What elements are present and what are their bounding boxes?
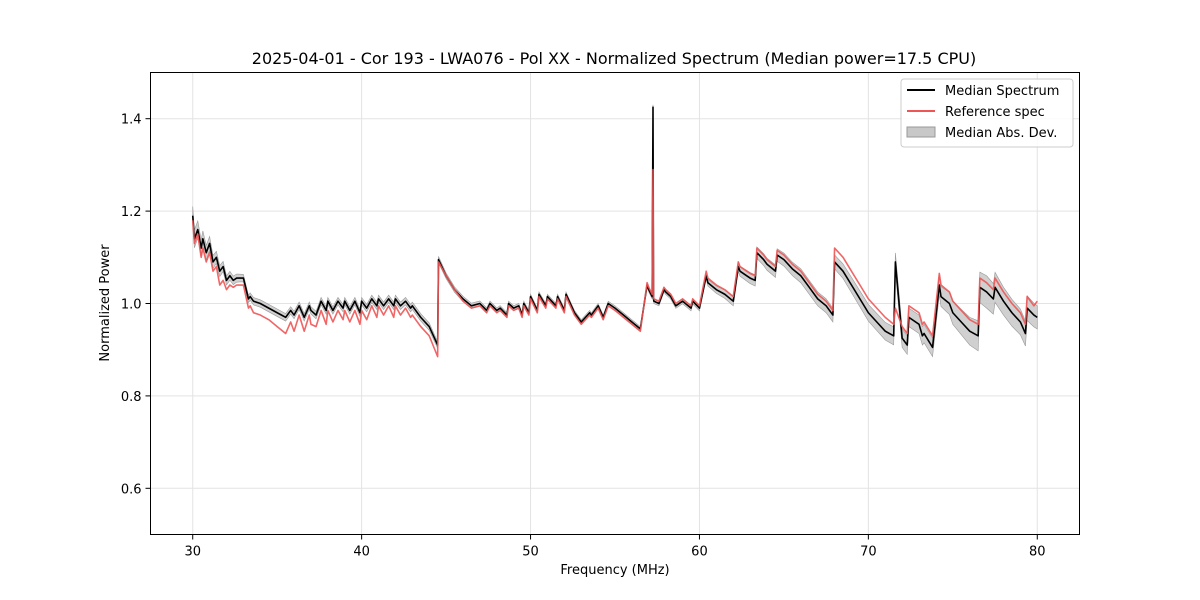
y-tick-label: 1.0 [121, 298, 142, 313]
x-tick-label: 80 [1029, 545, 1046, 560]
x-tick-label: 30 [184, 545, 201, 560]
legend-label-median: Median Spectrum [945, 84, 1059, 99]
legend-label-mad: Median Abs. Dev. [945, 126, 1057, 141]
x-tick-label: 50 [522, 545, 539, 560]
reference-spectrum-line [191, 168, 1038, 358]
legend-label-reference: Reference spec [945, 105, 1045, 120]
x-axis-label: Frequency (MHz) [560, 563, 669, 578]
mad-band [192, 104, 1038, 358]
x-axis: 30 40 50 60 70 80 [184, 534, 1046, 560]
y-tick-label: 0.8 [121, 390, 142, 405]
legend-swatch-mad [906, 126, 936, 138]
y-tick-label: 0.6 [121, 482, 142, 497]
mad-band-layer [192, 104, 1038, 358]
x-tick-label: 70 [860, 545, 877, 560]
y-tick-label: 1.4 [121, 113, 142, 128]
legend: Median Spectrum Reference spec Median Ab… [900, 78, 1074, 148]
y-tick-label: 1.2 [121, 205, 142, 220]
y-axis: 0.6 0.8 1.0 1.2 1.4 [121, 113, 151, 497]
y-axis-label: Normalized Power [98, 244, 113, 362]
x-tick-label: 40 [353, 545, 370, 560]
median-spectrum-line [191, 106, 1038, 349]
series-layer [191, 106, 1038, 358]
legend-box [900, 78, 1074, 148]
chart-title: 2025-04-01 - Cor 193 - LWA076 - Pol XX -… [252, 49, 976, 68]
x-tick-label: 60 [691, 545, 708, 560]
